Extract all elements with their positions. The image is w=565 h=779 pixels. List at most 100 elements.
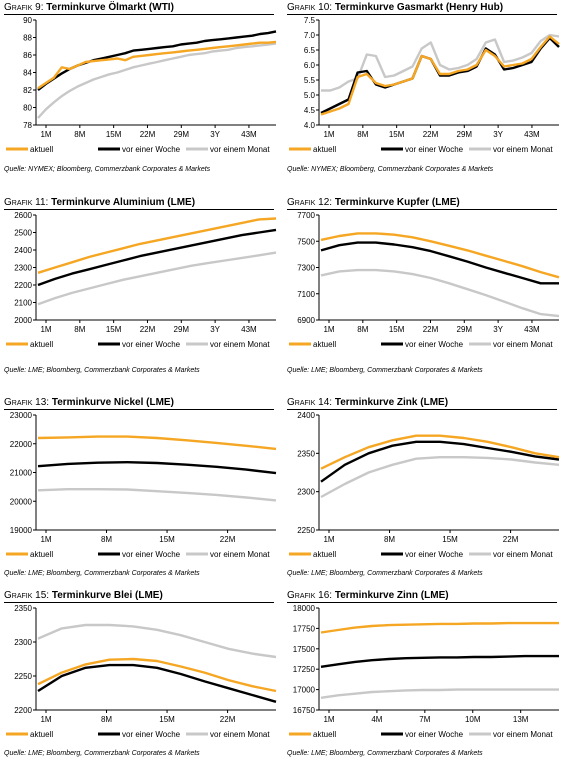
x-tick-label: 22M xyxy=(140,130,156,139)
legend-label: aktuell xyxy=(30,550,53,559)
y-tick-label: 7.5 xyxy=(304,16,316,25)
chart-title-prefix: Grafik 10: xyxy=(287,2,333,13)
legend-label: vor einem Monat xyxy=(210,340,270,349)
legend-label: vor einem Monat xyxy=(493,550,553,559)
x-tick-label: 15M xyxy=(159,715,175,724)
chart-title: Grafik 15: Terminkurve Blei (LME) xyxy=(4,590,274,603)
chart-svg: 2250 2300 2350 2400 1M 8M 15M 22M aktuell vor ein… xyxy=(289,411,560,559)
y-tick-label: 17750 xyxy=(293,624,316,633)
chart-svg: 2000 2100 2200 2300 2400 2500 2600 1M 8M 15M 22M 29… xyxy=(6,211,277,349)
y-tick-label: 6.0 xyxy=(304,61,316,70)
legend-label: aktuell xyxy=(30,730,53,739)
series-line-aktuell xyxy=(320,35,560,116)
x-tick-label: 15M xyxy=(106,325,122,334)
y-tick-label: 23000 xyxy=(10,411,33,420)
x-tick-label: 43M xyxy=(524,325,540,334)
legend-label: vor einem Monat xyxy=(493,145,553,154)
x-tick-label: 1M xyxy=(40,535,51,544)
y-tick-label: 16750 xyxy=(293,706,316,715)
chart-title-text: Terminkurve Blei (LME) xyxy=(51,590,163,601)
x-tick-label: 1M xyxy=(40,325,51,334)
chart-source: Quelle: LME; Bloomberg, Commerzbank Corp… xyxy=(4,570,200,577)
chart-title: Grafik 11: Terminkurve Aluminium (LME) xyxy=(4,197,274,210)
series-line-vor-einer-woche xyxy=(320,654,559,668)
y-tick-label: 2400 xyxy=(297,411,315,420)
chart-svg: 6900 7100 7300 7500 7700 1M 8M 15M 22M 29M 3Y 43M ak… xyxy=(289,211,560,349)
legend-label: vor einer Woche xyxy=(122,550,181,559)
legend-label: vor einer Woche xyxy=(122,340,181,349)
chart-source: Quelle: LME; Bloomberg, Commerzbank Corp… xyxy=(287,750,483,757)
chart-title: Grafik 12: Terminkurve Kupfer (LME) xyxy=(287,197,557,210)
chart-svg: 16750 17000 17250 17500 17750 18000 1M 4M 7M 10M 1… xyxy=(289,604,559,739)
chart-panel-g11: Grafik 11: Terminkurve Aluminium (LME) 2… xyxy=(0,195,282,386)
series-line-vor-einer-woche xyxy=(37,228,277,287)
chart-title: Grafik 9: Terminkurve Ölmarkt (WTI) xyxy=(4,2,274,15)
chart-title-text: Terminkurve Gasmarkt (Henry Hub) xyxy=(334,2,504,13)
y-tick-label: 80 xyxy=(23,104,32,113)
chart-title-prefix: Grafik 14: xyxy=(287,397,333,408)
y-tick-label: 82 xyxy=(23,86,32,95)
legend-label: aktuell xyxy=(313,340,336,349)
y-tick-label: 2200 xyxy=(14,281,32,290)
series-line-vor-einer-woche xyxy=(320,36,560,115)
series-line-aktuell xyxy=(320,434,560,470)
y-tick-label: 7100 xyxy=(297,290,315,299)
legend-label: aktuell xyxy=(313,550,336,559)
y-tick-label: 22000 xyxy=(10,440,33,449)
x-tick-label: 29M xyxy=(457,130,473,139)
y-tick-label: 2250 xyxy=(297,526,315,535)
x-tick-label: 1M xyxy=(323,715,334,724)
x-tick-label: 22M xyxy=(220,715,236,724)
chart-title-prefix: Grafik 16: xyxy=(287,590,333,601)
y-tick-label: 7700 xyxy=(297,211,315,220)
chart-panel-g9: Grafik 9: Terminkurve Ölmarkt (WTI) 78 80… xyxy=(0,0,282,191)
x-tick-label: 22M xyxy=(140,325,156,334)
x-tick-label: 8M xyxy=(357,325,368,334)
y-tick-label: 5.5 xyxy=(304,76,316,85)
chart-title-text: Terminkurve Aluminium (LME) xyxy=(51,197,196,208)
series-line-aktuell xyxy=(320,621,559,634)
x-tick-label: 15M xyxy=(106,130,122,139)
x-tick-label: 3Y xyxy=(210,130,220,139)
chart-source: Quelle: NYMEX; Bloomberg, Commerzbank Co… xyxy=(287,166,494,173)
y-tick-label: 2400 xyxy=(14,246,32,255)
chart-title: Grafik 16: Terminkurve Zinn (LME) xyxy=(287,590,557,603)
x-tick-label: 4M xyxy=(371,715,382,724)
y-tick-label: 5.0 xyxy=(304,91,316,100)
x-tick-label: 43M xyxy=(524,130,540,139)
chart-panel-g16: Grafik 16: Terminkurve Zinn (LME) 16750 1… xyxy=(283,588,565,779)
x-tick-label: 43M xyxy=(241,325,257,334)
y-tick-label: 2300 xyxy=(297,488,315,497)
x-tick-label: 10M xyxy=(465,715,481,724)
x-tick-label: 3Y xyxy=(493,325,503,334)
legend-label: vor einer Woche xyxy=(405,550,464,559)
y-tick-label: 6900 xyxy=(297,316,315,325)
chart-panel-g10: Grafik 10: Terminkurve Gasmarkt (Henry H… xyxy=(283,0,565,191)
series-line-vor-einer-woche xyxy=(37,30,277,91)
legend-label: vor einem Monat xyxy=(493,730,553,739)
legend-label: vor einer Woche xyxy=(122,730,181,739)
series-line-vor-einem-monat xyxy=(321,33,560,92)
series-line-vor-einem-monat xyxy=(320,456,560,499)
x-tick-label: 15M xyxy=(389,325,405,334)
x-tick-label: 3Y xyxy=(210,325,220,334)
legend-label: vor einer Woche xyxy=(405,340,464,349)
series-line-aktuell xyxy=(37,217,277,274)
y-tick-label: 7500 xyxy=(297,237,315,246)
chart-title-prefix: Grafik 11: xyxy=(4,197,49,208)
chart-panel-g15: Grafik 15: Terminkurve Blei (LME) 2200 22… xyxy=(0,588,282,779)
chart-panel-g12: Grafik 12: Terminkurve Kupfer (LME) 6900… xyxy=(283,195,565,386)
y-tick-label: 2100 xyxy=(14,299,32,308)
chart-title: Grafik 10: Terminkurve Gasmarkt (Henry H… xyxy=(287,2,557,15)
chart-title-text: Terminkurve Zink (LME) xyxy=(334,397,449,408)
chart-panel-g13: Grafik 13: Terminkurve Nickel (LME) 1900… xyxy=(0,395,282,586)
x-tick-label: 8M xyxy=(357,130,368,139)
series-line-aktuell xyxy=(320,232,560,279)
y-tick-label: 20000 xyxy=(10,497,33,506)
series-line-vor-einem-monat xyxy=(320,688,559,699)
legend-label: vor einem Monat xyxy=(210,730,270,739)
legend-label: vor einem Monat xyxy=(210,550,270,559)
x-tick-label: 8M xyxy=(101,715,112,724)
chart-title: Grafik 13: Terminkurve Nickel (LME) xyxy=(4,397,274,410)
y-tick-label: 6.5 xyxy=(304,46,316,55)
